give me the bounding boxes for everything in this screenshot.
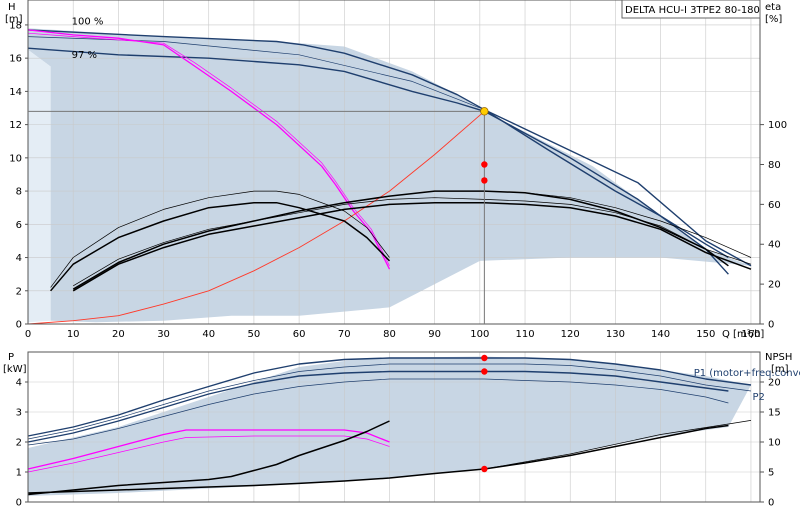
top-curve-black-thin: [484, 190, 752, 258]
bottom-y2-tick-label: 5: [768, 468, 774, 479]
bottom-curve-magenta: [27, 429, 390, 470]
top-curve-blue: [27, 29, 752, 267]
power-operating-point: [481, 354, 488, 362]
bottom-curve-magenta-thin: [27, 435, 390, 473]
power-curve-label: P2: [752, 392, 764, 403]
bottom-y-tick-label: 4: [16, 378, 22, 389]
top-y2-tick-label: 80: [768, 160, 781, 171]
bottom-y-tick-label: 3: [16, 408, 22, 419]
top-y2-tick-label: 0: [768, 320, 774, 331]
x-tick-label: 120: [561, 329, 580, 340]
power-operating-point: [481, 368, 488, 375]
bottom-plot-frame: [27, 351, 761, 503]
h-axis-label-line1: H: [8, 2, 16, 13]
x-tick-label: 0: [25, 329, 31, 340]
x-tick-label: 50: [248, 329, 261, 340]
bottom-y-tick-label: 1: [16, 468, 22, 479]
x-tick-label: 140: [651, 329, 670, 340]
bottom-curve-blue: [27, 357, 752, 437]
speed-label: 100 %: [72, 17, 104, 28]
bottom-y-tick-label: 2: [16, 438, 22, 449]
bottom-y2-tick-label: 15: [768, 408, 781, 419]
top-y2-tick-label: 60: [768, 200, 781, 211]
bottom-curve-blue-thin: [27, 378, 729, 446]
x-tick-label: 100: [470, 329, 489, 340]
bottom-y2-tick-label: 0: [768, 498, 774, 509]
bottom-curve-black: [27, 420, 390, 496]
x-tick-label: 110: [515, 329, 534, 340]
bottom-curve-blue: [27, 370, 729, 443]
head-chart-area: 0 2 4 6 8 10 12 14 16 18 0 20 40 60 80 100 0 10 20 30 40 50 60…: [9, 0, 787, 340]
chart-title: DELTA HCU-I 3TPE2 80-180: [625, 5, 760, 16]
top-curve-black: [50, 201, 391, 292]
x-tick-label: 10: [67, 329, 80, 340]
bottom-y-tick-label: 0: [16, 498, 22, 509]
top-curve-blue: [484, 109, 729, 259]
power-operating-point: [481, 465, 488, 473]
top-curve-black: [72, 190, 729, 290]
x-tick-label: 130: [606, 329, 625, 340]
h-axis-label-line2: [m]: [5, 14, 23, 25]
npsh-axis-label-line2: [m]: [771, 364, 789, 375]
top-curve-magenta: [27, 29, 391, 270]
top-curve-black-thin: [50, 190, 390, 288]
top-y-tick-label: 4: [16, 253, 22, 264]
top-y2-tick-label: 40: [768, 240, 781, 251]
x-tick-label: 160: [741, 329, 760, 340]
duty-point-marker: [480, 107, 489, 116]
x-tick-label: 30: [157, 329, 170, 340]
top-y-tick-label: 8: [16, 187, 22, 198]
efficiency-operating-point: [481, 161, 488, 168]
x-tick-label: 90: [428, 329, 441, 340]
p-axis-label-line2: [kW]: [3, 364, 27, 375]
q-axis-label: Q [m³/h]: [722, 329, 764, 340]
npsh-axis-label-line1: NPSH: [765, 352, 792, 363]
p-axis-label-line1: P: [8, 352, 14, 363]
title-box: [621, 0, 761, 19]
bottom-y2-tick-label: 10: [768, 438, 781, 449]
top-y-tick-label: 2: [16, 286, 22, 297]
x-tick-label: 70: [338, 329, 351, 340]
top-y-tick-label: 14: [9, 87, 22, 98]
x-tick-label: 60: [293, 329, 306, 340]
top-curve-system: [27, 110, 485, 325]
x-tick-label: 150: [696, 329, 715, 340]
top-y-tick-label: 18: [9, 20, 22, 31]
power-curve-label: P1 (motor+freq.converter): [694, 368, 800, 379]
bottom-curve-blue-thin: [27, 363, 752, 440]
speed-label: 97 %: [72, 50, 97, 61]
efficiency-operating-point: [481, 177, 488, 184]
top-plot-frame: [27, 0, 761, 325]
top-y-tick-label: 16: [9, 54, 22, 65]
top-curve-magenta-thin: [27, 32, 390, 266]
bottom-curve-black-thin: [484, 420, 752, 470]
top-y-tick-label: 12: [9, 120, 22, 131]
x-tick-label: 40: [202, 329, 215, 340]
x-tick-label: 80: [383, 329, 396, 340]
x-tick-label: 20: [112, 329, 125, 340]
top-y-tick-label: 6: [16, 220, 22, 231]
eta-axis-label-line1: eta: [765, 2, 781, 13]
top-curve-blue: [27, 47, 729, 275]
top-y-tick-label: 10: [9, 153, 22, 164]
bottom-y2-tick-label: 20: [768, 378, 781, 389]
top-y2-tick-label: 100: [768, 120, 787, 131]
bottom-curve-black: [27, 424, 729, 494]
top-y-tick-label: 0: [16, 320, 22, 331]
top-curve-black: [72, 201, 752, 292]
top-operating-range-area: [28, 28, 51, 323]
top-y2-tick-label: 20: [768, 280, 781, 291]
eta-axis-label-line2: [%]: [765, 14, 782, 25]
